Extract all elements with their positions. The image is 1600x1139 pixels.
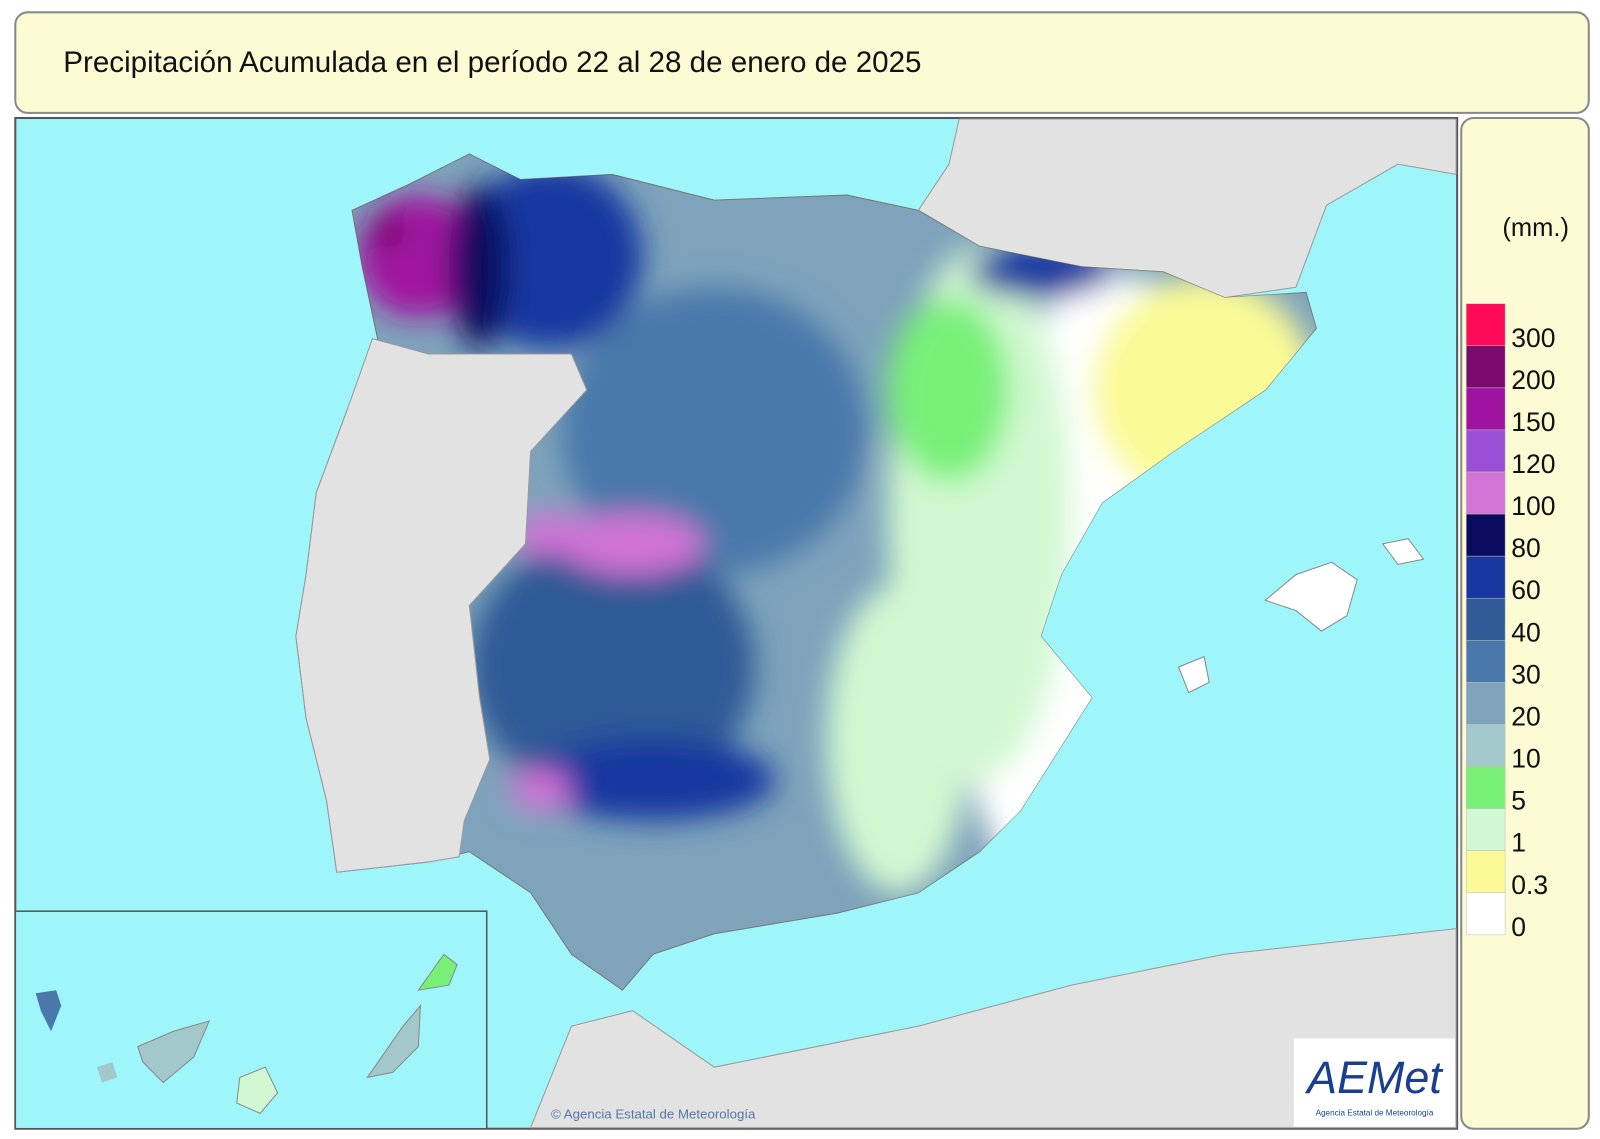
legend-label: 80 <box>1511 533 1541 563</box>
legend-label: 40 <box>1511 617 1541 647</box>
map: AEMet Agencia Estatal de Meteorología © … <box>14 116 1459 1130</box>
legend-label: 30 <box>1511 659 1541 689</box>
legend-swatch <box>1466 808 1506 851</box>
island <box>96 1062 118 1083</box>
logo: AEMet <box>1304 1052 1444 1103</box>
ibiza <box>1177 656 1210 694</box>
legend-swatch <box>1466 892 1506 936</box>
legend-swatch <box>1466 555 1506 599</box>
title: Precipitación Acumulada en el período 22… <box>63 46 921 79</box>
legend-unit: (mm.) <box>1502 214 1569 242</box>
legend-swatch <box>1466 682 1506 725</box>
legend-swatch <box>1466 724 1506 767</box>
portugal <box>295 338 588 873</box>
legend-label: 20 <box>1511 701 1541 731</box>
legend-label: 60 <box>1511 575 1541 605</box>
legend-label: 100 <box>1511 491 1555 521</box>
island <box>137 1020 211 1084</box>
island <box>35 990 62 1032</box>
island <box>417 953 458 991</box>
logo-box <box>1293 1038 1456 1127</box>
legend-swatch <box>1466 766 1506 809</box>
legend-label: 1 <box>1511 828 1526 858</box>
legend-swatch <box>1466 429 1506 473</box>
menorca <box>1381 538 1425 565</box>
legend-label: 10 <box>1511 743 1541 773</box>
legend-swatch <box>1466 850 1506 893</box>
legend-label: 0.3 <box>1511 870 1548 900</box>
legend-label: 5 <box>1511 786 1526 816</box>
legend-label: 200 <box>1511 365 1555 395</box>
mallorca <box>1264 561 1358 632</box>
title-box <box>14 11 1590 114</box>
credit: © Agencia Estatal de Meteorología <box>551 1106 756 1121</box>
legend-swatch <box>1466 597 1506 641</box>
logo-caption: Agencia Estatal de Meteorología <box>1316 1108 1434 1117</box>
legend-label: 0 <box>1511 912 1526 942</box>
legend-label: 150 <box>1511 407 1555 437</box>
legend-label: 300 <box>1511 323 1555 353</box>
island <box>366 1004 421 1079</box>
legend: (mm.) 300 200 150 120 100 80 60 40 30 20 10 5 1 0.3 0 <box>1460 116 1590 1130</box>
legend-swatch <box>1466 345 1506 389</box>
legend-label: 120 <box>1511 449 1555 479</box>
africa <box>529 928 1457 1129</box>
legend-swatch <box>1466 640 1506 683</box>
island <box>236 1066 279 1114</box>
legend-swatch <box>1466 513 1506 557</box>
legend-swatch <box>1466 387 1506 431</box>
legend-swatch <box>1466 303 1506 347</box>
legend-swatch <box>1466 471 1506 515</box>
